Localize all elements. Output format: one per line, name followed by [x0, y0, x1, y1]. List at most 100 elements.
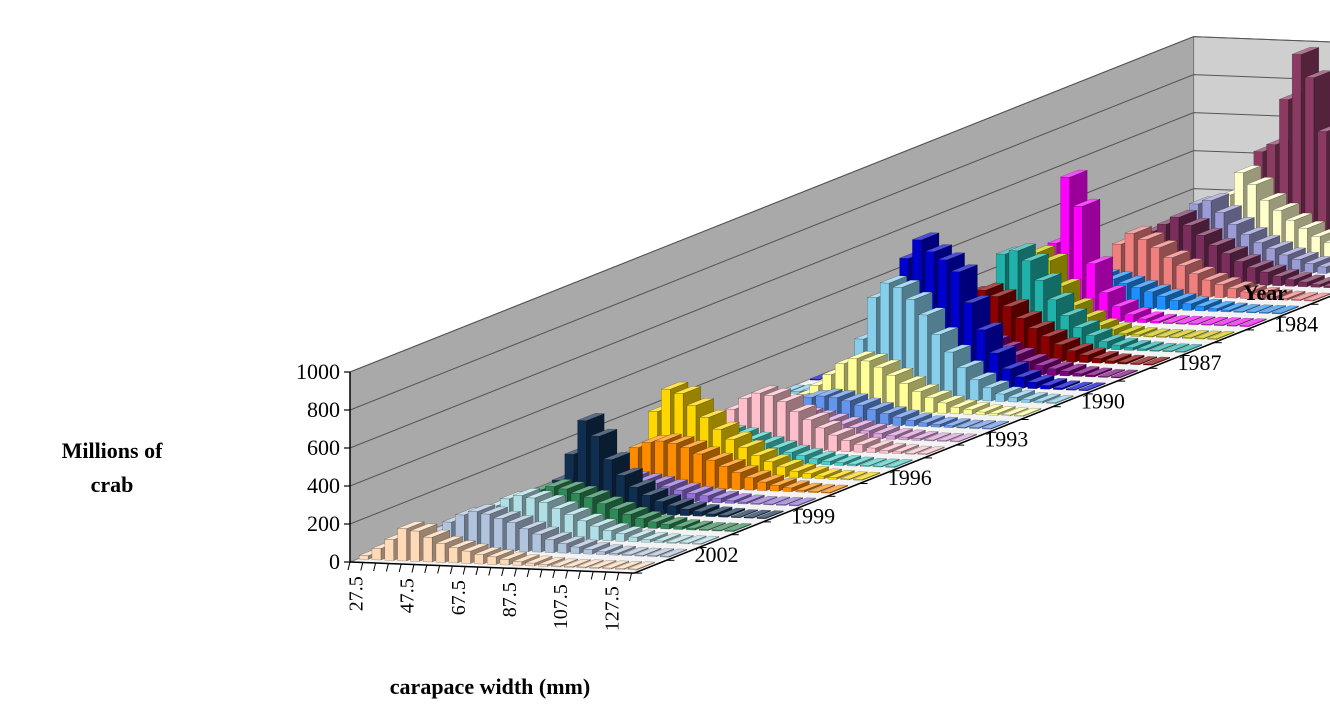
bar: [1246, 304, 1274, 314]
bar: [904, 445, 932, 455]
bar: [1265, 289, 1293, 301]
gridline: [349, 150, 1330, 487]
bar: [627, 561, 655, 571]
bar: [911, 431, 939, 441]
bar: [1014, 407, 1042, 417]
gridline: [349, 36, 1330, 373]
bar: [1078, 382, 1106, 392]
bar: [1033, 393, 1061, 404]
bar: [1207, 301, 1235, 312]
bar: [718, 507, 746, 518]
bar: [1226, 317, 1254, 327]
bar: [550, 558, 579, 568]
bar: [1213, 317, 1242, 327]
bar: [1085, 367, 1113, 378]
bar: [936, 432, 965, 442]
bar: [763, 496, 791, 506]
x-tick-label: 87.5: [499, 582, 521, 617]
x-tick-mark: [501, 567, 505, 577]
gridline: [349, 112, 1330, 449]
bar: [1271, 305, 1299, 315]
bar: [1317, 126, 1330, 246]
z-axis-label: Year: [1243, 280, 1287, 305]
bar: [924, 432, 952, 442]
bar: [1137, 311, 1165, 324]
x-tick-mark: [616, 572, 620, 581]
y-tick-label: 200: [307, 511, 340, 536]
x-tick-mark: [373, 562, 377, 572]
z-tick-label: 2002: [695, 542, 739, 567]
x-axis-line: [349, 561, 635, 574]
bar: [949, 433, 977, 443]
bar: [589, 559, 617, 569]
x-tick-mark: [437, 565, 441, 574]
bar: [930, 416, 958, 428]
bar: [1097, 368, 1126, 378]
x-axis-label: carapace width (mm): [390, 674, 590, 699]
bar: [750, 495, 778, 505]
bar: [981, 420, 1010, 430]
bar: [525, 555, 553, 567]
bar: [1162, 315, 1190, 325]
bar: [743, 509, 771, 519]
y-axis-label-line1: Millions of: [62, 438, 164, 463]
bar: [640, 531, 669, 543]
bar: [1303, 292, 1330, 302]
x-tick-mark: [347, 561, 351, 571]
bar: [1239, 318, 1267, 328]
bar: [563, 558, 591, 568]
x-tick-mark: [385, 563, 389, 572]
bar: [1278, 290, 1306, 301]
bar: [730, 509, 759, 519]
bar: [962, 402, 991, 415]
chart-gridlines: [349, 36, 1330, 525]
bar: [1175, 315, 1203, 325]
bar: [1059, 363, 1087, 377]
bar: [834, 455, 862, 466]
x-tick-mark: [462, 566, 466, 575]
bar: [956, 419, 984, 429]
bar: [1130, 356, 1158, 366]
bar: [737, 494, 765, 505]
bar: [1111, 337, 1139, 351]
bar: [1297, 274, 1325, 288]
x-tick-mark: [513, 568, 517, 577]
x-tick-label: 27.5: [345, 576, 367, 611]
bar: [1181, 330, 1209, 339]
bar: [1258, 304, 1287, 314]
bar: [866, 440, 894, 454]
bar: [653, 533, 681, 544]
bar: [1078, 347, 1107, 364]
bar: [1020, 392, 1048, 403]
bar: [538, 557, 566, 567]
y-tick-label: 400: [307, 473, 340, 498]
chart-axes: 0 200 400 600 800 1000 27.5 47.5 67.5 87.5 107.5 12…: [296, 295, 1330, 631]
bar: [853, 471, 881, 481]
bar: [917, 446, 945, 456]
x-tick-mark: [475, 566, 479, 576]
x-tick-label: 127.5: [601, 586, 623, 631]
bar: [1175, 343, 1203, 353]
z-axis-line: [633, 295, 1330, 574]
bar: [969, 420, 997, 430]
bar: [1194, 330, 1222, 340]
bar: [1233, 303, 1261, 313]
bar: [647, 548, 675, 558]
bar: [1072, 366, 1100, 377]
bar: [1007, 389, 1036, 403]
bar: [891, 444, 920, 455]
gridline: [349, 74, 1330, 411]
bar: [1149, 342, 1177, 352]
bar: [666, 534, 694, 544]
bar: [1149, 313, 1178, 324]
bar: [628, 529, 656, 543]
bar: [692, 535, 720, 545]
x-tick-mark: [449, 565, 453, 575]
bar: [1110, 369, 1138, 379]
bar: [576, 559, 604, 569]
x-tick-label: 67.5: [448, 580, 470, 615]
bar: [795, 482, 823, 493]
bar: [679, 535, 707, 545]
z-tick-label: 1987: [1178, 350, 1222, 375]
